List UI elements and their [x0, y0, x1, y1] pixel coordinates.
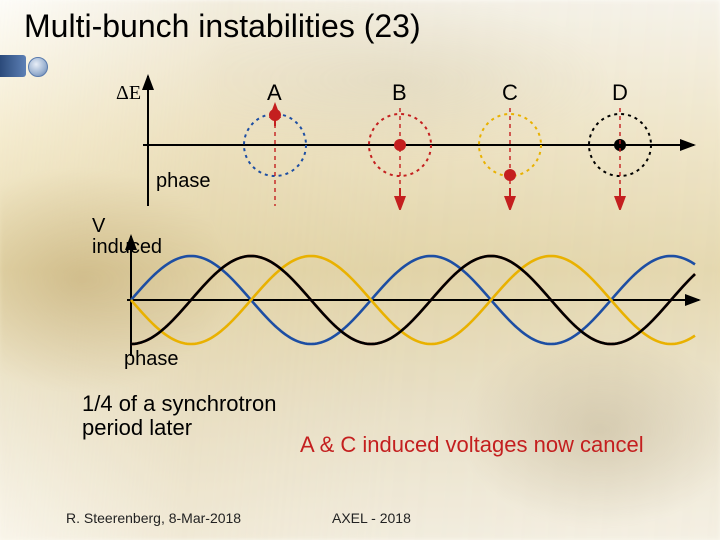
caption-line1: 1/4 of a synchrotron: [82, 391, 276, 416]
cancel-note: A & C induced voltages now cancel: [300, 432, 644, 458]
axis-label-delta-e: ΔE: [116, 82, 141, 105]
bunch-letter: B: [392, 80, 407, 106]
title-accent-bar: [0, 55, 26, 77]
induced-voltage-plot: [95, 230, 705, 360]
caption: 1/4 of a synchrotron period later: [82, 392, 276, 440]
axis-label-phase-1: phase: [156, 170, 211, 193]
slide-title: Multi-bunch instabilities (23): [24, 8, 421, 45]
axis-label-v-induced: Vinduced: [92, 216, 162, 258]
bunch-letter: C: [502, 80, 518, 106]
caption-line2: period later: [82, 415, 192, 440]
title-bullet-icon: [28, 57, 48, 77]
axis-label-phase-2: phase: [124, 348, 179, 371]
footer-event: AXEL - 2018: [332, 510, 411, 526]
bunch-letter: D: [612, 80, 628, 106]
bunch-letter: A: [267, 80, 282, 106]
footer-author-date: R. Steerenberg, 8-Mar-2018: [66, 510, 241, 526]
